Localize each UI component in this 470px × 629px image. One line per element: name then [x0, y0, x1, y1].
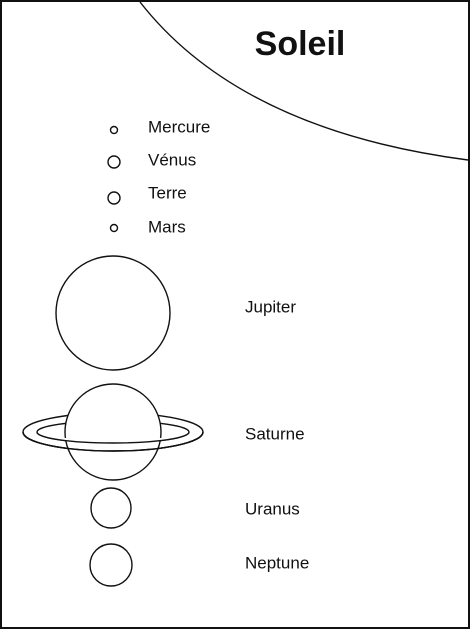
- planet-label: Terre: [148, 183, 187, 202]
- planet-terre: [108, 192, 120, 204]
- planet-mars: [111, 225, 118, 232]
- planet-label: Neptune: [245, 553, 309, 572]
- planet-venus: [108, 156, 120, 168]
- planet-neptune: [90, 544, 132, 586]
- diagram: Soleil Mercure Vénus Terre Mars Jupiter …: [0, 0, 470, 629]
- planet-jupiter: [56, 256, 170, 370]
- planet-label: Jupiter: [245, 297, 296, 316]
- title: Soleil: [255, 25, 346, 63]
- planet-label: Mercure: [148, 117, 210, 136]
- planet-mercure: [111, 127, 118, 134]
- planet-label: Uranus: [245, 499, 300, 518]
- planet-uranus: [91, 488, 131, 528]
- planet-label: Mars: [148, 217, 186, 236]
- planet-label: Vénus: [148, 150, 196, 169]
- planet-label: Saturne: [245, 424, 305, 443]
